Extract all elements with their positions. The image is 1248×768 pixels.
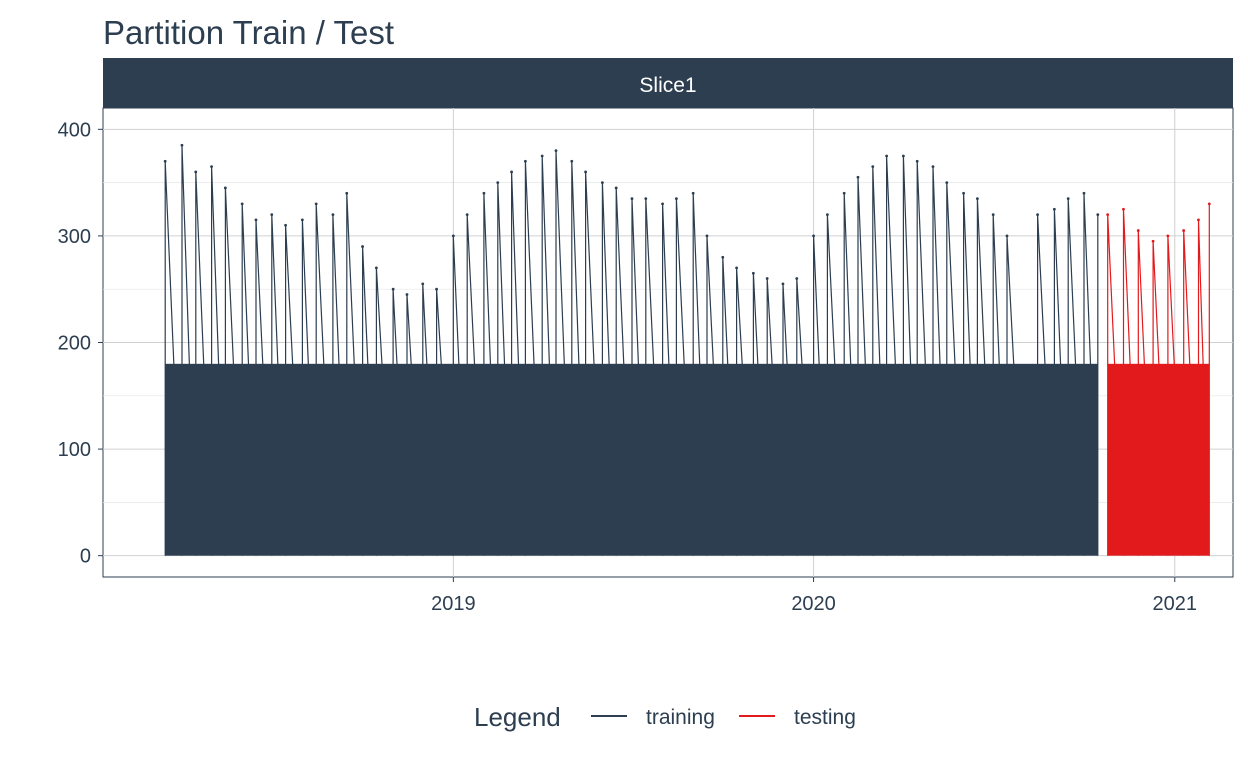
training-point bbox=[345, 191, 349, 195]
testing-point bbox=[1207, 202, 1211, 206]
series-layer bbox=[163, 143, 1211, 556]
training-point bbox=[451, 234, 455, 238]
testing-fill bbox=[1107, 363, 1210, 556]
training-point bbox=[721, 255, 725, 259]
training-point bbox=[915, 159, 919, 163]
training-point bbox=[871, 165, 875, 169]
training-point bbox=[691, 191, 695, 195]
legend-label-training: training bbox=[646, 706, 715, 729]
training-point bbox=[482, 191, 486, 195]
y-tick-label: 0 bbox=[80, 546, 91, 568]
training-point bbox=[945, 181, 949, 185]
y-tick-label: 400 bbox=[58, 119, 91, 141]
training-point bbox=[270, 213, 274, 216]
training-point bbox=[554, 149, 558, 153]
y-tick-label: 200 bbox=[58, 333, 91, 355]
training-point bbox=[421, 282, 425, 286]
training-point bbox=[163, 159, 167, 163]
testing-point bbox=[1182, 229, 1186, 232]
training-point bbox=[962, 191, 965, 195]
training-point bbox=[540, 154, 544, 158]
testing-point bbox=[1136, 229, 1140, 232]
training-point bbox=[661, 202, 664, 206]
testing-line bbox=[1107, 203, 1210, 556]
facet-strip bbox=[103, 58, 1233, 108]
training-point bbox=[901, 154, 905, 158]
training-point bbox=[781, 282, 785, 286]
x-tick-label: 2020 bbox=[791, 593, 836, 615]
y-tick-label: 300 bbox=[58, 226, 91, 248]
training-point bbox=[300, 218, 304, 222]
training-point bbox=[1066, 197, 1070, 201]
testing-point bbox=[1106, 213, 1110, 216]
training-point bbox=[1096, 213, 1100, 216]
x-tick-label: 2021 bbox=[1153, 593, 1198, 615]
training-point bbox=[405, 293, 409, 296]
training-point bbox=[795, 277, 799, 280]
training-point bbox=[210, 165, 213, 169]
training-point bbox=[1036, 213, 1039, 216]
training-point bbox=[975, 197, 979, 201]
testing-point bbox=[1166, 234, 1170, 238]
training-point bbox=[644, 197, 648, 201]
chart-title: Partition Train / Test bbox=[103, 14, 394, 51]
training-point bbox=[705, 234, 709, 238]
training-line bbox=[164, 145, 1099, 556]
training-point bbox=[600, 181, 604, 185]
training-point bbox=[825, 213, 829, 216]
training-point bbox=[223, 186, 227, 190]
training-point bbox=[842, 191, 846, 195]
training-point bbox=[435, 287, 438, 291]
training-point bbox=[751, 271, 755, 275]
training-point bbox=[630, 197, 634, 201]
training-point bbox=[240, 202, 244, 206]
training-point bbox=[180, 143, 184, 147]
legend-title: Legend bbox=[474, 702, 561, 732]
training-point bbox=[391, 287, 395, 291]
y-tick-label: 100 bbox=[58, 439, 91, 461]
training-point bbox=[931, 165, 935, 169]
training-point bbox=[1005, 234, 1009, 238]
testing-point bbox=[1122, 207, 1125, 211]
training-point bbox=[496, 181, 500, 185]
x-tick-label: 2019 bbox=[431, 593, 476, 615]
training-point bbox=[584, 170, 587, 174]
training-point bbox=[510, 170, 513, 174]
testing-point bbox=[1197, 218, 1200, 222]
training-point bbox=[331, 213, 335, 216]
training-point bbox=[674, 197, 678, 201]
training-point bbox=[314, 202, 318, 206]
training-point bbox=[885, 154, 888, 158]
testing-point bbox=[1151, 239, 1155, 243]
legend-label-testing: testing bbox=[794, 706, 856, 729]
legend: Legend training testing bbox=[474, 702, 856, 732]
training-point bbox=[1082, 191, 1086, 195]
training-point bbox=[284, 223, 287, 227]
training-point bbox=[465, 213, 469, 216]
training-point bbox=[523, 159, 527, 163]
training-point bbox=[570, 159, 574, 163]
training-point bbox=[1052, 207, 1056, 211]
training-point bbox=[812, 234, 815, 238]
training-point bbox=[361, 245, 364, 248]
training-point bbox=[614, 186, 618, 190]
training-point bbox=[765, 277, 769, 280]
training-point bbox=[991, 213, 995, 216]
facet-label: Slice1 bbox=[639, 74, 696, 97]
training-point bbox=[194, 170, 198, 174]
training-point bbox=[735, 266, 738, 270]
training-point bbox=[254, 218, 258, 222]
training-point bbox=[374, 266, 378, 270]
training-point bbox=[1022, 394, 1026, 398]
training-point bbox=[856, 175, 860, 179]
axes: 0 100 200 300 400 2019 2020 2021 bbox=[58, 119, 1197, 615]
